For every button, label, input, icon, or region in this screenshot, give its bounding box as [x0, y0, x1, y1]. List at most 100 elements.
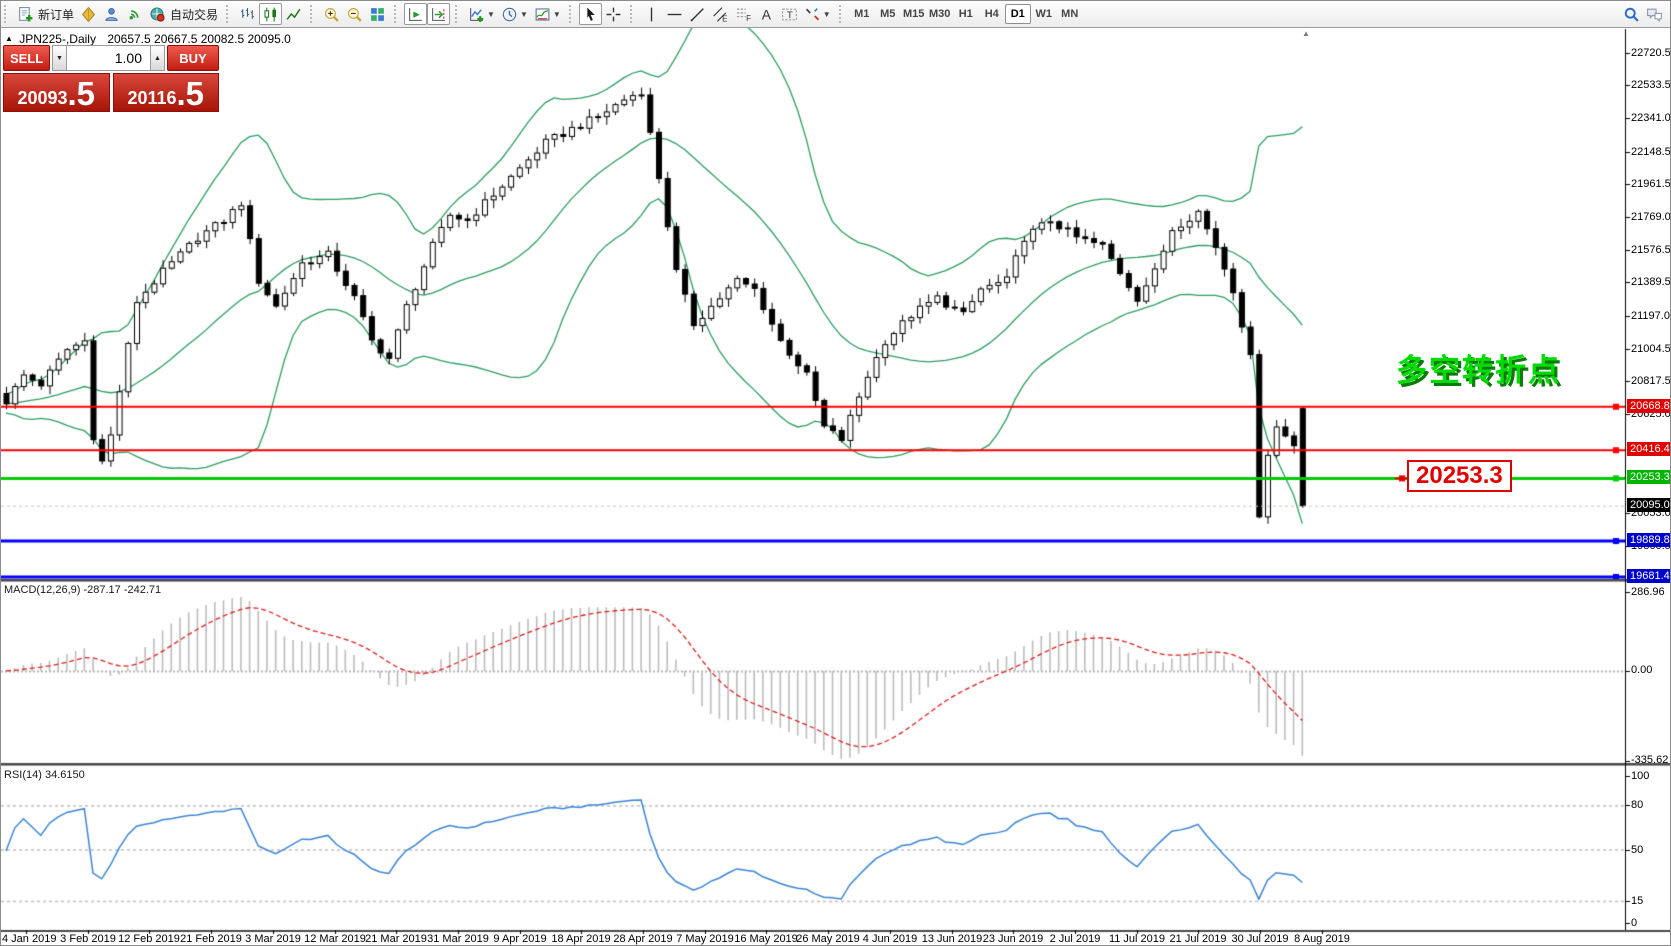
one-click-trading-panel: SELL ▼ 1.00 ▲ BUY 20093.5 20116.5	[3, 45, 219, 112]
buy-button[interactable]: BUY	[167, 45, 219, 71]
price-axis-tick: 21769.0	[1631, 211, 1671, 223]
buy-price-display[interactable]: 20116.5	[112, 73, 219, 112]
level-price-tag[interactable]: 20668.8	[1627, 399, 1670, 413]
volume-decrease-button[interactable]: ▼	[52, 45, 67, 71]
toolbar-separator	[629, 5, 635, 23]
toolbar-button-periods[interactable]: ▼	[498, 3, 531, 25]
dropdown-arrow-icon[interactable]: ▼	[519, 9, 528, 19]
date-axis-label: 3 Mar 2019	[245, 933, 301, 945]
toolbar-button-channel[interactable]: E	[709, 3, 732, 25]
toolbar-button-hline[interactable]	[663, 3, 686, 25]
sell-price-display[interactable]: 20093.5	[3, 73, 110, 112]
level-price-tag[interactable]: 19681.4	[1627, 569, 1670, 583]
toolbar-button-zoom-out[interactable]	[343, 3, 366, 25]
chart-symbol-period: JPN225-,Daily	[19, 32, 96, 46]
toolbar-separator	[310, 5, 315, 23]
timeframe-button-M15[interactable]: M15	[903, 8, 925, 20]
level-price-tag[interactable]: 20253.3	[1627, 470, 1670, 484]
price-axis-tick: 22720.5	[1631, 47, 1671, 59]
candle-chart-icon	[264, 7, 277, 21]
toolbar-button-fibonacci[interactable]: F	[732, 3, 755, 25]
toolbar-button-tile-windows[interactable]	[366, 3, 389, 25]
toolbar-button-signals[interactable]	[123, 3, 146, 25]
timeframe-button-H4[interactable]: H4	[984, 8, 999, 20]
toolbar-button-data-window[interactable]	[100, 3, 123, 25]
date-axis-label: 12 Feb 2019	[118, 933, 180, 945]
rsi-indicator-label: RSI(14) 34.6150	[4, 769, 85, 781]
timeframe-button-D1[interactable]: D1	[1004, 4, 1031, 24]
search-icon	[1624, 7, 1639, 22]
timeframe-button-M30[interactable]: M30	[929, 8, 951, 20]
toolbar-button-auto-trading[interactable]: 自动交易	[146, 3, 221, 25]
toolbar-button-chart-shift[interactable]	[427, 3, 451, 25]
macd-scale-max: 286.96	[1631, 586, 1665, 598]
date-axis-label: 16 May 2019	[734, 933, 798, 945]
toolbar-button-new-order[interactable]: 新订单	[14, 3, 77, 25]
dropdown-arrow-icon[interactable]: ▼	[822, 9, 831, 19]
dropdown-arrow-icon[interactable]: ▼	[487, 9, 495, 19]
one-click-collapse-icon[interactable]: ▲	[5, 34, 13, 43]
toolbar-button-templates[interactable]: ▼	[531, 3, 564, 25]
main-toolbar: 新订单 自动交易 ▼ ▼ ▼ E F A T ▼ M1 M5 M15 M30 H1 H4 D1 W1 MN	[1, 1, 1670, 28]
toolbar-button-text[interactable]: A	[755, 3, 778, 25]
timeframe-button-H1[interactable]: H1	[958, 8, 973, 20]
buy-price-main: 20116	[127, 88, 177, 108]
toolbar-button-crosshair[interactable]	[602, 3, 625, 25]
trendline-icon	[690, 7, 704, 21]
toolbar-button-cursor[interactable]	[578, 3, 602, 25]
toolbar-button-arrows[interactable]: ▼	[801, 3, 834, 25]
timeframe-button-M1[interactable]: M1	[854, 8, 870, 20]
toolbar-button-chat[interactable]	[1643, 3, 1666, 25]
chart-shift-icon	[432, 7, 445, 21]
macd-scale-min: -335.62	[1631, 754, 1669, 766]
date-axis-label: 7 May 2019	[676, 933, 734, 945]
price-axis-tick: 22341.0	[1631, 112, 1671, 124]
chat-icon	[1647, 8, 1662, 22]
date-axis-label: 3 Feb 2019	[60, 933, 116, 945]
toolbar-separator	[838, 5, 844, 23]
new-order-icon	[19, 6, 33, 21]
toolbar-button-label: 自动交易	[170, 7, 219, 22]
timeframe-button-MN[interactable]: MN	[1061, 8, 1079, 20]
toolbar-button-trendline[interactable]	[686, 3, 709, 25]
svg-text:A: A	[762, 6, 772, 22]
volume-increase-button[interactable]: ▲	[150, 45, 165, 71]
toolbar-button-indicators[interactable]: ▼	[465, 3, 498, 25]
toolbar-button-label: 新订单	[38, 7, 75, 22]
sell-price-frac: .5	[67, 75, 96, 112]
dropdown-arrow-icon[interactable]: ▼	[552, 9, 561, 19]
timeframe-button-M5[interactable]: M5	[880, 8, 896, 20]
level-price-tag[interactable]: 19889.8	[1627, 533, 1670, 547]
price-axis-tick: 21576.5	[1631, 244, 1671, 256]
indicators-icon	[470, 7, 484, 22]
toolbar-button-search[interactable]	[1620, 3, 1643, 25]
chart-ohlc-values: 20657.5 20667.5 20082.5 20095.0	[107, 32, 291, 46]
vline-icon	[650, 7, 652, 21]
date-axis-label: 21 Mar 2019	[365, 933, 427, 945]
chart-title: ▲ JPN225-,Daily 20657.5 20667.5 20082.5 …	[5, 32, 291, 46]
toolbar-separator	[394, 5, 399, 23]
toolbar-button-candle-chart[interactable]	[259, 3, 283, 25]
toolbar-button-line-chart[interactable]	[282, 3, 305, 25]
toolbar-button-zoom-in[interactable]	[320, 3, 343, 25]
chart-shift-marker[interactable]: ▲	[1302, 29, 1310, 38]
toolbar-group-scroll	[402, 1, 452, 28]
toolbar-button-bar-chart[interactable]	[236, 3, 259, 25]
text-label-icon: T	[781, 8, 797, 21]
toolbar-button-text-label[interactable]: T	[778, 3, 801, 25]
sell-price-main: 20093	[17, 88, 68, 108]
macd-scale-zero: 0.00	[1631, 664, 1653, 676]
toolbar-button-auto-scroll[interactable]	[404, 3, 428, 25]
toolbar-button-market-watch[interactable]	[77, 3, 100, 25]
current-price-tag: 20095.0	[1627, 498, 1670, 512]
volume-input[interactable]: 1.00	[67, 45, 150, 71]
toolbar-button-vline[interactable]	[640, 3, 663, 25]
svg-text:T: T	[787, 10, 793, 21]
toolbar-right-icons	[1620, 3, 1666, 25]
annotation-price-label: 20253.3	[1407, 460, 1512, 492]
level-price-tag[interactable]: 20416.4	[1627, 442, 1670, 456]
timeframe-button-W1[interactable]: W1	[1035, 8, 1052, 20]
sell-button[interactable]: SELL	[3, 45, 50, 71]
